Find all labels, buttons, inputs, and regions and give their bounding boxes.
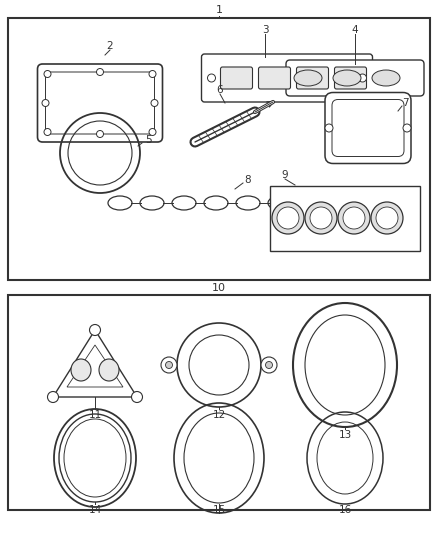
Circle shape: [272, 202, 304, 234]
FancyBboxPatch shape: [46, 72, 155, 134]
Circle shape: [44, 128, 51, 135]
Circle shape: [325, 124, 333, 132]
Circle shape: [96, 69, 103, 76]
FancyBboxPatch shape: [325, 93, 411, 164]
Circle shape: [131, 392, 142, 402]
FancyBboxPatch shape: [258, 67, 290, 89]
Bar: [8, 18, 430, 280]
Text: 12: 12: [212, 410, 226, 420]
FancyBboxPatch shape: [38, 64, 162, 142]
Circle shape: [208, 74, 215, 82]
Text: 10: 10: [212, 283, 226, 293]
FancyBboxPatch shape: [335, 67, 367, 89]
FancyBboxPatch shape: [297, 67, 328, 89]
Circle shape: [89, 325, 100, 335]
Text: 9: 9: [282, 170, 288, 180]
Text: 8: 8: [245, 175, 251, 185]
Text: 4: 4: [352, 25, 358, 35]
Circle shape: [305, 202, 337, 234]
Text: 3: 3: [261, 25, 268, 35]
Text: 13: 13: [339, 430, 352, 440]
Circle shape: [149, 128, 156, 135]
Circle shape: [96, 131, 103, 138]
FancyBboxPatch shape: [220, 67, 252, 89]
Text: 15: 15: [212, 505, 226, 515]
Circle shape: [376, 207, 398, 229]
Circle shape: [338, 202, 370, 234]
FancyBboxPatch shape: [286, 60, 424, 96]
Text: 1: 1: [215, 5, 223, 15]
Circle shape: [166, 361, 173, 368]
Circle shape: [149, 70, 156, 77]
Circle shape: [44, 70, 51, 77]
Circle shape: [261, 357, 277, 373]
Bar: [270, 185, 420, 251]
Circle shape: [42, 100, 49, 107]
Text: 2: 2: [107, 41, 113, 51]
Circle shape: [358, 74, 367, 82]
Text: 11: 11: [88, 410, 102, 420]
Circle shape: [265, 361, 272, 368]
FancyBboxPatch shape: [201, 54, 372, 102]
Circle shape: [277, 207, 299, 229]
FancyBboxPatch shape: [332, 100, 404, 157]
Circle shape: [371, 202, 403, 234]
Circle shape: [151, 100, 158, 107]
Circle shape: [310, 207, 332, 229]
Ellipse shape: [71, 359, 91, 381]
Text: 5: 5: [145, 135, 151, 145]
Circle shape: [161, 357, 177, 373]
Bar: [8, 295, 430, 510]
Ellipse shape: [294, 70, 322, 86]
Text: 14: 14: [88, 505, 102, 515]
Circle shape: [47, 392, 59, 402]
Circle shape: [343, 207, 365, 229]
Text: 6: 6: [217, 85, 223, 95]
Circle shape: [403, 124, 411, 132]
Text: 7: 7: [402, 98, 408, 108]
Ellipse shape: [372, 70, 400, 86]
Ellipse shape: [333, 70, 361, 86]
Ellipse shape: [99, 359, 119, 381]
Text: 16: 16: [339, 505, 352, 515]
